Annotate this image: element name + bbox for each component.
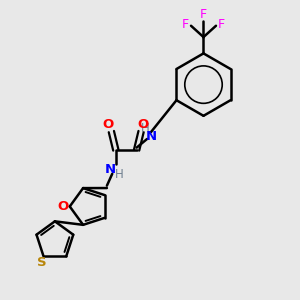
Text: N: N bbox=[146, 130, 157, 142]
Text: F: F bbox=[218, 18, 225, 31]
Text: H: H bbox=[141, 122, 149, 135]
Text: N: N bbox=[104, 164, 116, 176]
Text: H: H bbox=[114, 169, 123, 182]
Text: F: F bbox=[182, 18, 189, 31]
Text: O: O bbox=[102, 118, 113, 130]
Text: O: O bbox=[58, 200, 69, 213]
Text: O: O bbox=[137, 118, 148, 130]
Text: S: S bbox=[37, 256, 47, 269]
Text: F: F bbox=[200, 8, 207, 21]
